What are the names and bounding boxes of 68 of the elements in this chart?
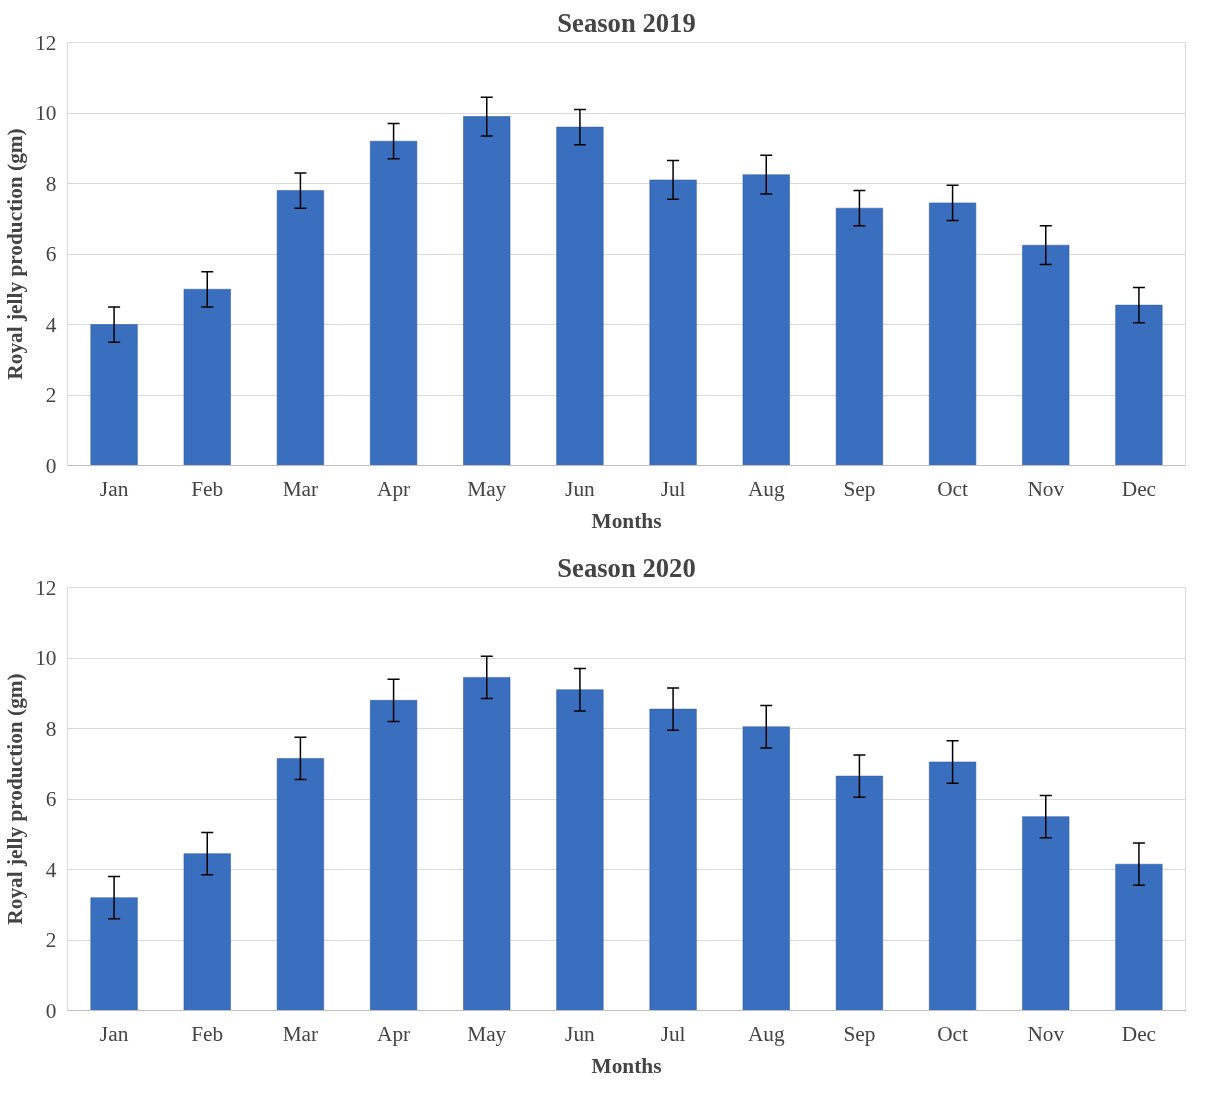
y-tick-label: 12 (35, 30, 57, 55)
y-tick-label: 0 (45, 998, 57, 1023)
bar (649, 179, 697, 466)
y-tick-label: 2 (45, 383, 57, 407)
bar (183, 289, 231, 466)
x-tick-label: Feb (191, 476, 224, 501)
x-tick-label: Oct (937, 476, 969, 501)
x-tick-label: Aug (747, 1021, 785, 1046)
x-tick-label: May (467, 476, 507, 501)
y-tick-label: 2 (45, 928, 57, 952)
bar (90, 897, 138, 1011)
x-tick-label: Mar (282, 476, 319, 501)
y-tick-label: 6 (45, 242, 57, 266)
bar (370, 140, 418, 466)
x-tick-label: Jul (660, 476, 686, 501)
bar (90, 324, 138, 466)
y-tick-label: 10 (35, 101, 57, 125)
x-tick-label: Jan (99, 476, 129, 501)
bar (835, 775, 883, 1011)
bar (1022, 244, 1070, 466)
bar (742, 174, 790, 466)
y-tick-label: 8 (45, 716, 57, 741)
x-tick-label: Jun (565, 476, 596, 501)
x-tick-label: Apr (377, 1021, 411, 1046)
bar (276, 190, 324, 466)
x-tick-label: Mar (282, 1021, 319, 1046)
x-tick-label: Nov (1027, 1021, 1065, 1046)
x-tick-label: Dec (1121, 1021, 1157, 1046)
x-tick-label: Sep (843, 476, 876, 501)
x-tick-label: Oct (937, 1021, 969, 1046)
x-tick-label: Jul (660, 1021, 686, 1046)
y-tick-label: 0 (45, 453, 57, 478)
bar (742, 726, 790, 1011)
bar (1115, 304, 1163, 466)
bar (370, 700, 418, 1011)
bar (1022, 816, 1070, 1011)
x-tick-label: Feb (191, 1021, 224, 1046)
bar (835, 207, 883, 466)
x-tick-label: Jan (99, 1021, 129, 1046)
x-tick-label: Jun (565, 1021, 596, 1046)
bar (556, 689, 604, 1011)
y-tick-label: 8 (45, 171, 57, 196)
bar (463, 116, 511, 466)
x-axis-title: Months (591, 508, 662, 533)
y-tick-label: 12 (35, 575, 57, 600)
x-tick-label: Sep (843, 1021, 876, 1046)
bar (929, 202, 977, 466)
x-tick-label: Apr (377, 476, 411, 501)
y-tick-label: 4 (45, 857, 57, 882)
x-tick-label: Dec (1121, 476, 1157, 501)
y-tick-label: 10 (35, 646, 57, 670)
chart-title: Season 2019 (557, 7, 696, 38)
bar (183, 853, 231, 1011)
bar (276, 758, 324, 1011)
chart-title: Season 2020 (557, 552, 696, 583)
bar (556, 126, 604, 466)
x-tick-label: Aug (747, 476, 785, 501)
y-tick-label: 6 (45, 787, 57, 811)
bar (1115, 863, 1163, 1011)
bar (649, 708, 697, 1011)
y-axis-title: Royal jelly production (gm) (3, 128, 28, 380)
bar (463, 677, 511, 1011)
x-axis-title: Months (591, 1053, 662, 1078)
y-tick-label: 4 (45, 312, 57, 337)
bar (929, 761, 977, 1011)
y-axis-title: Royal jelly production (gm) (3, 673, 28, 925)
x-tick-label: Nov (1027, 476, 1065, 501)
x-tick-label: May (467, 1021, 507, 1046)
